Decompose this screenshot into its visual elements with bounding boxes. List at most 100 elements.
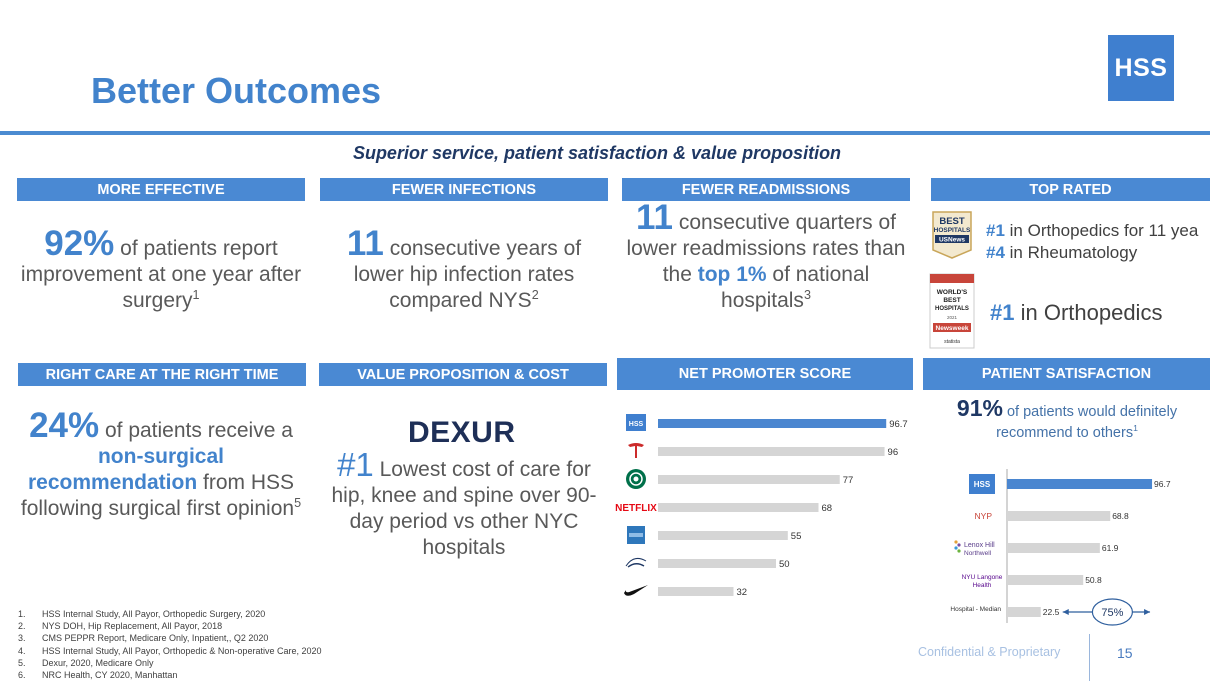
stat-92-percent: 92%	[44, 224, 115, 263]
sat-value-label: 68.8	[1112, 511, 1129, 521]
nps-bar	[658, 531, 788, 540]
stat-11-quarters: 11	[636, 198, 674, 237]
nps-bar	[658, 587, 734, 596]
nps-logo-nike-icon	[624, 585, 648, 596]
header-top-rated: TOP RATED	[931, 178, 1210, 201]
sat-bar	[1007, 543, 1100, 553]
header-fewer-infections: FEWER INFECTIONS	[320, 178, 608, 201]
sat-gap-label: 75%	[1101, 607, 1123, 619]
rank-text: in Orthopedics	[1014, 300, 1163, 325]
usnews-badge-text: USNews	[939, 237, 965, 244]
sat-value-label: 61.9	[1102, 543, 1119, 553]
more-effective-text: of patients report improvement at one ye…	[20, 237, 302, 312]
right-care-text: of patients receive a	[99, 419, 293, 442]
nps-value-label: 96	[888, 447, 899, 458]
newsweek-badge-text: BEST	[943, 297, 960, 304]
newsweek-badge-text: HOSPITALS	[935, 306, 969, 312]
rank-number: #4	[986, 243, 1005, 262]
nps-logo-tesla-icon	[628, 443, 644, 458]
top-1-percent: top 1%	[697, 263, 767, 286]
fewer-readmissions-text: consecutive quarters of lower readmissio…	[626, 211, 906, 286]
rank-text: in Orthopedics for 11 yea	[1004, 221, 1199, 240]
rank-number: #1	[990, 300, 1015, 325]
nps-bar	[658, 419, 887, 428]
dexur-logo: DEXUR	[408, 416, 516, 449]
header-fewer-readmissions: FEWER READMISSIONS	[622, 178, 910, 201]
sat-category-label: NYP	[975, 511, 993, 521]
hss-logo: HSS	[1108, 35, 1174, 101]
newsweek-badge-text: statista	[944, 339, 960, 345]
nps-logo-text: HSS	[629, 421, 644, 428]
usnews-badge-text: BEST	[939, 216, 965, 227]
stat-number-one: #1	[337, 446, 374, 483]
footnote-number: 6.	[18, 670, 26, 681]
nps-logo-disney-icon	[625, 557, 647, 568]
fewer-infections-text: consecutive years of lower hip infection…	[353, 237, 582, 312]
nps-value-label: 50	[779, 559, 790, 570]
subtitle: Superior service, patient satisfaction &…	[352, 143, 842, 163]
newsweek-badge-text: Newsweek	[936, 325, 969, 332]
footnote-text: NRC Health, CY 2020, Manhattan	[42, 670, 178, 681]
nps-logo-starbucks-icon	[626, 469, 646, 489]
footnote-item: 4. HSS Internal Study, All Payor, Orthope…	[18, 645, 321, 657]
footnote-item: 6. NRC Health, CY 2020, Manhattan	[18, 669, 321, 681]
header-more-effective: MORE EFFECTIVE	[17, 178, 305, 201]
nps-chart: 96.7 HSS 96 77 68 NETFLIX 55 50 32	[615, 414, 908, 598]
footnote-text: HSS Internal Study, All Payor, Orthopedi…	[42, 609, 266, 619]
usnews-badge-icon: BEST HOSPITALS USNews	[932, 211, 972, 259]
stat-11-years: 11	[346, 224, 384, 263]
nps-logo-text: NETFLIX	[615, 503, 657, 514]
footnote-number: 4.	[18, 645, 26, 656]
header-net-promoter-score: NET PROMOTER SCORE	[617, 358, 913, 390]
sat-logo-lenox-hill-icon	[954, 540, 961, 553]
more-effective-block: 92% of patients report improvement at on…	[18, 226, 304, 314]
nps-bar	[658, 503, 819, 512]
sat-gap-badge	[1091, 598, 1133, 626]
nps-value-label: 77	[843, 475, 854, 486]
newsweek-badge-icon: WORLD'S BEST HOSPITALS 2021 Newsweek sta…	[929, 273, 975, 349]
header-right-care: RIGHT CARE AT THE RIGHT TIME	[18, 363, 306, 386]
newsweek-badge-text: 2021	[947, 315, 958, 320]
nps-logo-hss-icon: HSS	[626, 414, 646, 431]
nps-value-label: 55	[791, 531, 802, 542]
footnote-number: 5.	[18, 657, 26, 668]
sat-logo-hss-icon	[969, 474, 995, 494]
fewer-infections-block: 11 consecutive years of lower hip infect…	[320, 226, 608, 314]
footnote-number: 2.	[18, 621, 26, 632]
newsweek-badge-text: WORLD'S	[937, 289, 968, 296]
header-patient-satisfaction: PATIENT SATISFACTION	[923, 358, 1210, 390]
nps-bar	[658, 559, 776, 568]
footnote-number: 3.	[18, 633, 26, 644]
footnote-ref: 1	[192, 288, 200, 302]
right-care-text-2: from HSS following surgical first opinio…	[20, 471, 295, 520]
nps-logo-american-express-icon	[627, 526, 645, 544]
sat-value-label: 22.5	[1043, 607, 1060, 617]
sat-category-label: HSS	[974, 480, 991, 489]
right-care-block: 24% of patients receive a non-surgical r…	[18, 408, 304, 522]
sat-category-label: NYU Langone	[962, 574, 1003, 581]
nps-logo-netflix-icon: NETFLIX	[615, 503, 657, 514]
stat-91-percent: 91%	[956, 395, 1003, 421]
footnote-ref: 1	[1133, 423, 1138, 434]
title-rule	[0, 131, 1210, 135]
sat-bar	[1007, 575, 1084, 585]
header-value-proposition: VALUE PROPOSITION & COST	[319, 363, 607, 386]
non-surgical-recommendation: non-surgical recommendation	[27, 445, 224, 494]
sat-value-label: 96.7	[1154, 479, 1171, 489]
rank-number: #1	[986, 221, 1005, 240]
sat-category-label: Hospital - Median	[950, 606, 1001, 613]
patient-satisfaction-block: 91% of patients would definitely recomme…	[924, 395, 1210, 444]
value-text: Lowest cost of care for hip, knee and sp…	[331, 458, 597, 559]
fewer-readmissions-text-2: of national hospitals	[721, 263, 870, 312]
nps-value-label: 96.7	[889, 419, 908, 430]
footnotes-list: 1. HSS Internal Study, All Payor, Orthope…	[18, 608, 321, 681]
footnote-text: Dexur, 2020, Medicare Only	[42, 657, 154, 668]
sat-bar	[1007, 607, 1041, 617]
sat-category-label: Health	[973, 582, 992, 589]
confidential-label: Confidential & Proprietary	[918, 645, 1061, 659]
sat-gap-arrowhead	[1062, 609, 1069, 615]
sat-category-label: Northwell	[964, 550, 992, 557]
page-number: 15	[1117, 645, 1133, 661]
nps-value-label: 32	[737, 587, 748, 598]
